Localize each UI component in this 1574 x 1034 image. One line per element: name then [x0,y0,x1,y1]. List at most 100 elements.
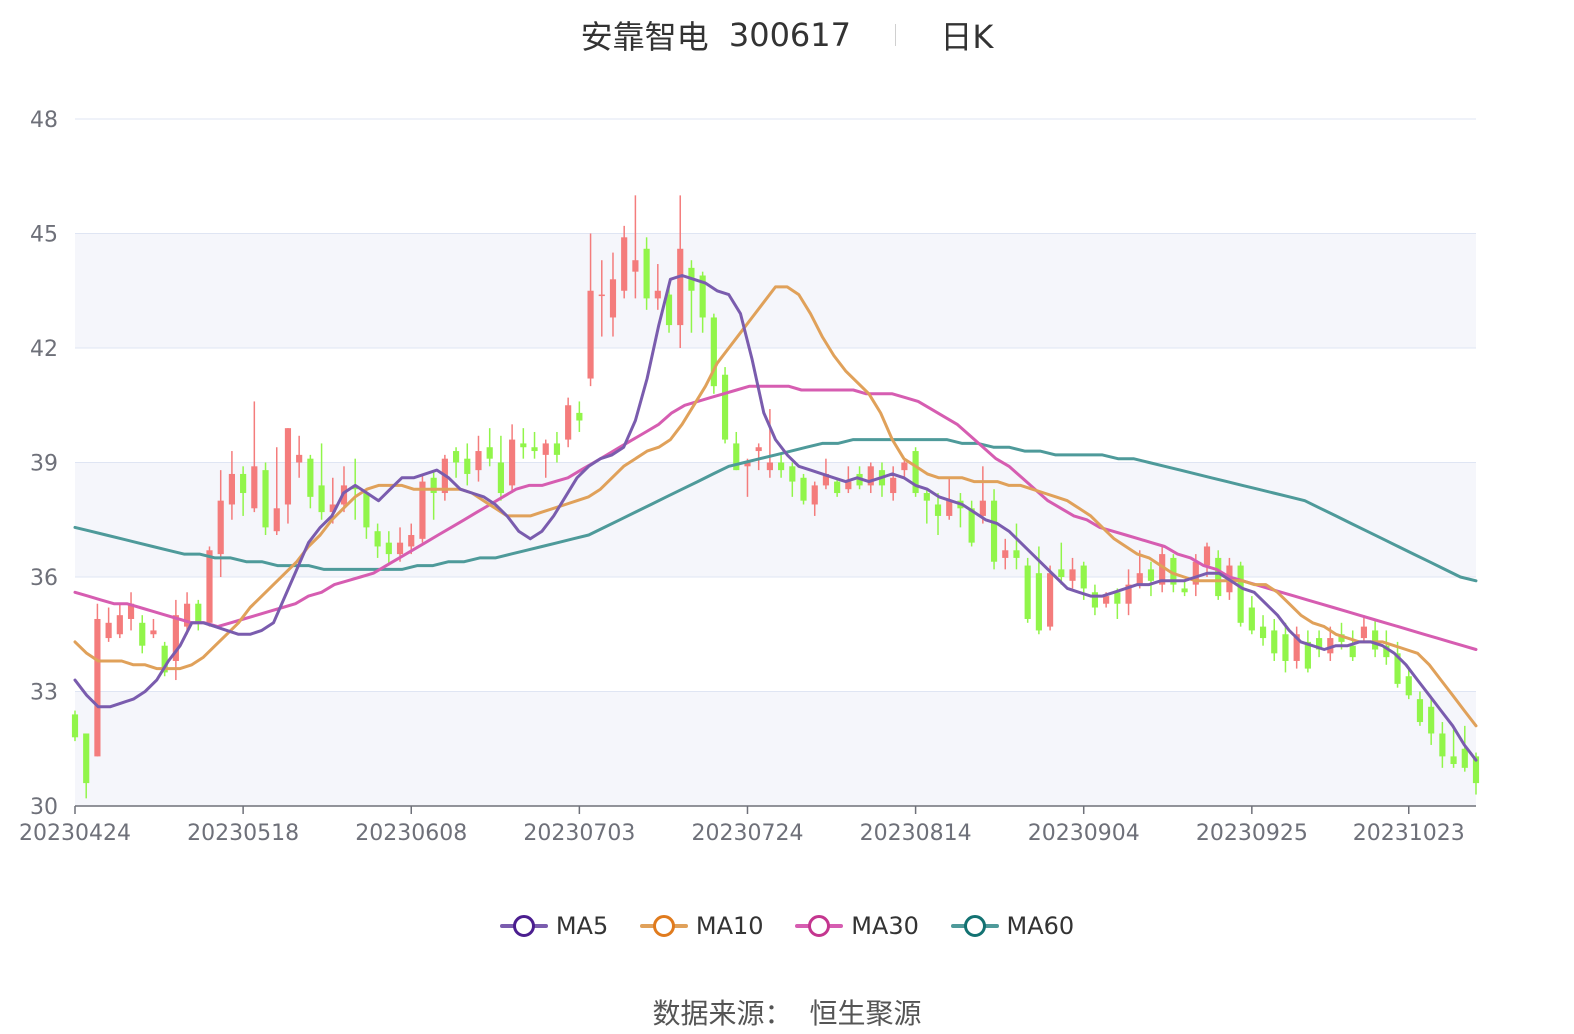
candle-body [1170,557,1177,585]
candle-body [677,248,684,326]
candle-body [1450,756,1457,765]
candle-body [105,622,112,639]
legend-label-ma30: MA30 [851,912,919,940]
x-tick-label: 20230608 [355,821,467,846]
x-tick-label: 20230518 [187,821,299,846]
candle-body [1394,653,1401,684]
candle-body [1293,634,1300,661]
candle-body [1439,733,1446,757]
candle-body [867,466,874,486]
candle-body [1416,699,1424,723]
candle-body [845,481,852,490]
y-tick-label: 30 [30,795,58,820]
candle-body [486,447,493,459]
y-tick-label: 33 [30,681,58,706]
y-tick-label: 48 [30,108,58,133]
x-axis: 20230424 20230518 20230608 20230703 20230724… [19,805,1476,846]
candle-body [733,443,740,471]
x-tick-label: 20230814 [860,821,972,846]
candle-body [307,458,314,497]
candle-body [1461,748,1468,768]
candle-body [1136,573,1143,585]
candle-body [1360,626,1368,639]
source-label: 数据来源： [652,997,793,1030]
candle-body [1472,756,1480,784]
y-tick-label: 42 [30,337,58,362]
plot-band [75,691,1476,806]
candle-body [1125,584,1132,604]
candle-body [94,618,101,757]
plot-band [75,233,1476,348]
candle-body [1159,554,1166,585]
candle-body [127,603,135,619]
candle-body [161,645,168,673]
candle-body [632,260,639,272]
x-tick-label: 20230724 [691,821,803,846]
candle-body [721,374,729,440]
candle-body [934,504,942,516]
source-provider: 恒生聚源 [809,997,922,1030]
candle-body [1428,706,1435,734]
candle-body [374,531,381,547]
candle-body [923,493,930,501]
candle-body [475,451,482,471]
candle-body [1002,550,1009,558]
legend: MA5 MA10 MA30 MA60 [0,912,1574,944]
x-tick-label: 20230424 [19,821,131,846]
ma10-legend-icon [639,914,688,938]
candle-body [553,443,561,455]
candle-body [811,485,818,505]
candle-body [262,470,269,528]
candle-body [464,458,471,474]
candle-body [565,405,572,440]
candle-body [1338,634,1345,642]
candle-body [609,279,617,318]
stock-code: 300617 [728,16,851,54]
candle-body [990,500,998,562]
candle-body [1405,676,1412,696]
candle-body [778,462,785,471]
legend-ma10[interactable]: MA10 [639,912,764,940]
candle-body [206,550,213,623]
legend-ma30[interactable]: MA30 [795,912,919,940]
candle-body [363,493,370,528]
stock-name: 安靠智电 [580,18,709,56]
ma60-legend-icon [950,914,999,938]
candle-body [1058,569,1065,577]
candle-body [643,248,650,299]
candle-body [587,290,594,379]
candle-body [195,603,202,623]
candle-body [1248,607,1255,631]
candle-body [139,622,146,646]
candle-body [744,462,751,467]
legend-label-ma10: MA10 [695,912,764,940]
candle-body [1237,565,1244,623]
candle-body [385,542,392,555]
legend-ma5[interactable]: MA5 [499,912,609,940]
candle-body [531,447,538,452]
candle-body [710,317,717,387]
candle-body [789,466,796,482]
candle-body [598,294,605,297]
candle-body [520,443,527,448]
candle-body [1215,557,1222,597]
candle-body [834,481,841,494]
candle-body [1192,561,1199,585]
y-tick-label: 45 [30,223,58,248]
candle-body [1349,645,1356,658]
candle-body [284,428,292,505]
candle-body [755,447,762,452]
y-tick-label: 39 [30,452,58,477]
moving-averages [73,274,1478,762]
candle-body [273,508,280,532]
candle-body [116,615,123,635]
candle-body [430,477,437,494]
candle-body [1024,565,1031,619]
legend-label-ma5: MA5 [555,912,609,940]
x-tick-label: 20230703 [523,821,635,846]
y-axis-labels: 30 33 36 39 42 45 48 [30,108,58,820]
ma60-line [73,438,1478,583]
candle-body [699,275,706,318]
legend-ma60[interactable]: MA60 [950,912,1074,940]
